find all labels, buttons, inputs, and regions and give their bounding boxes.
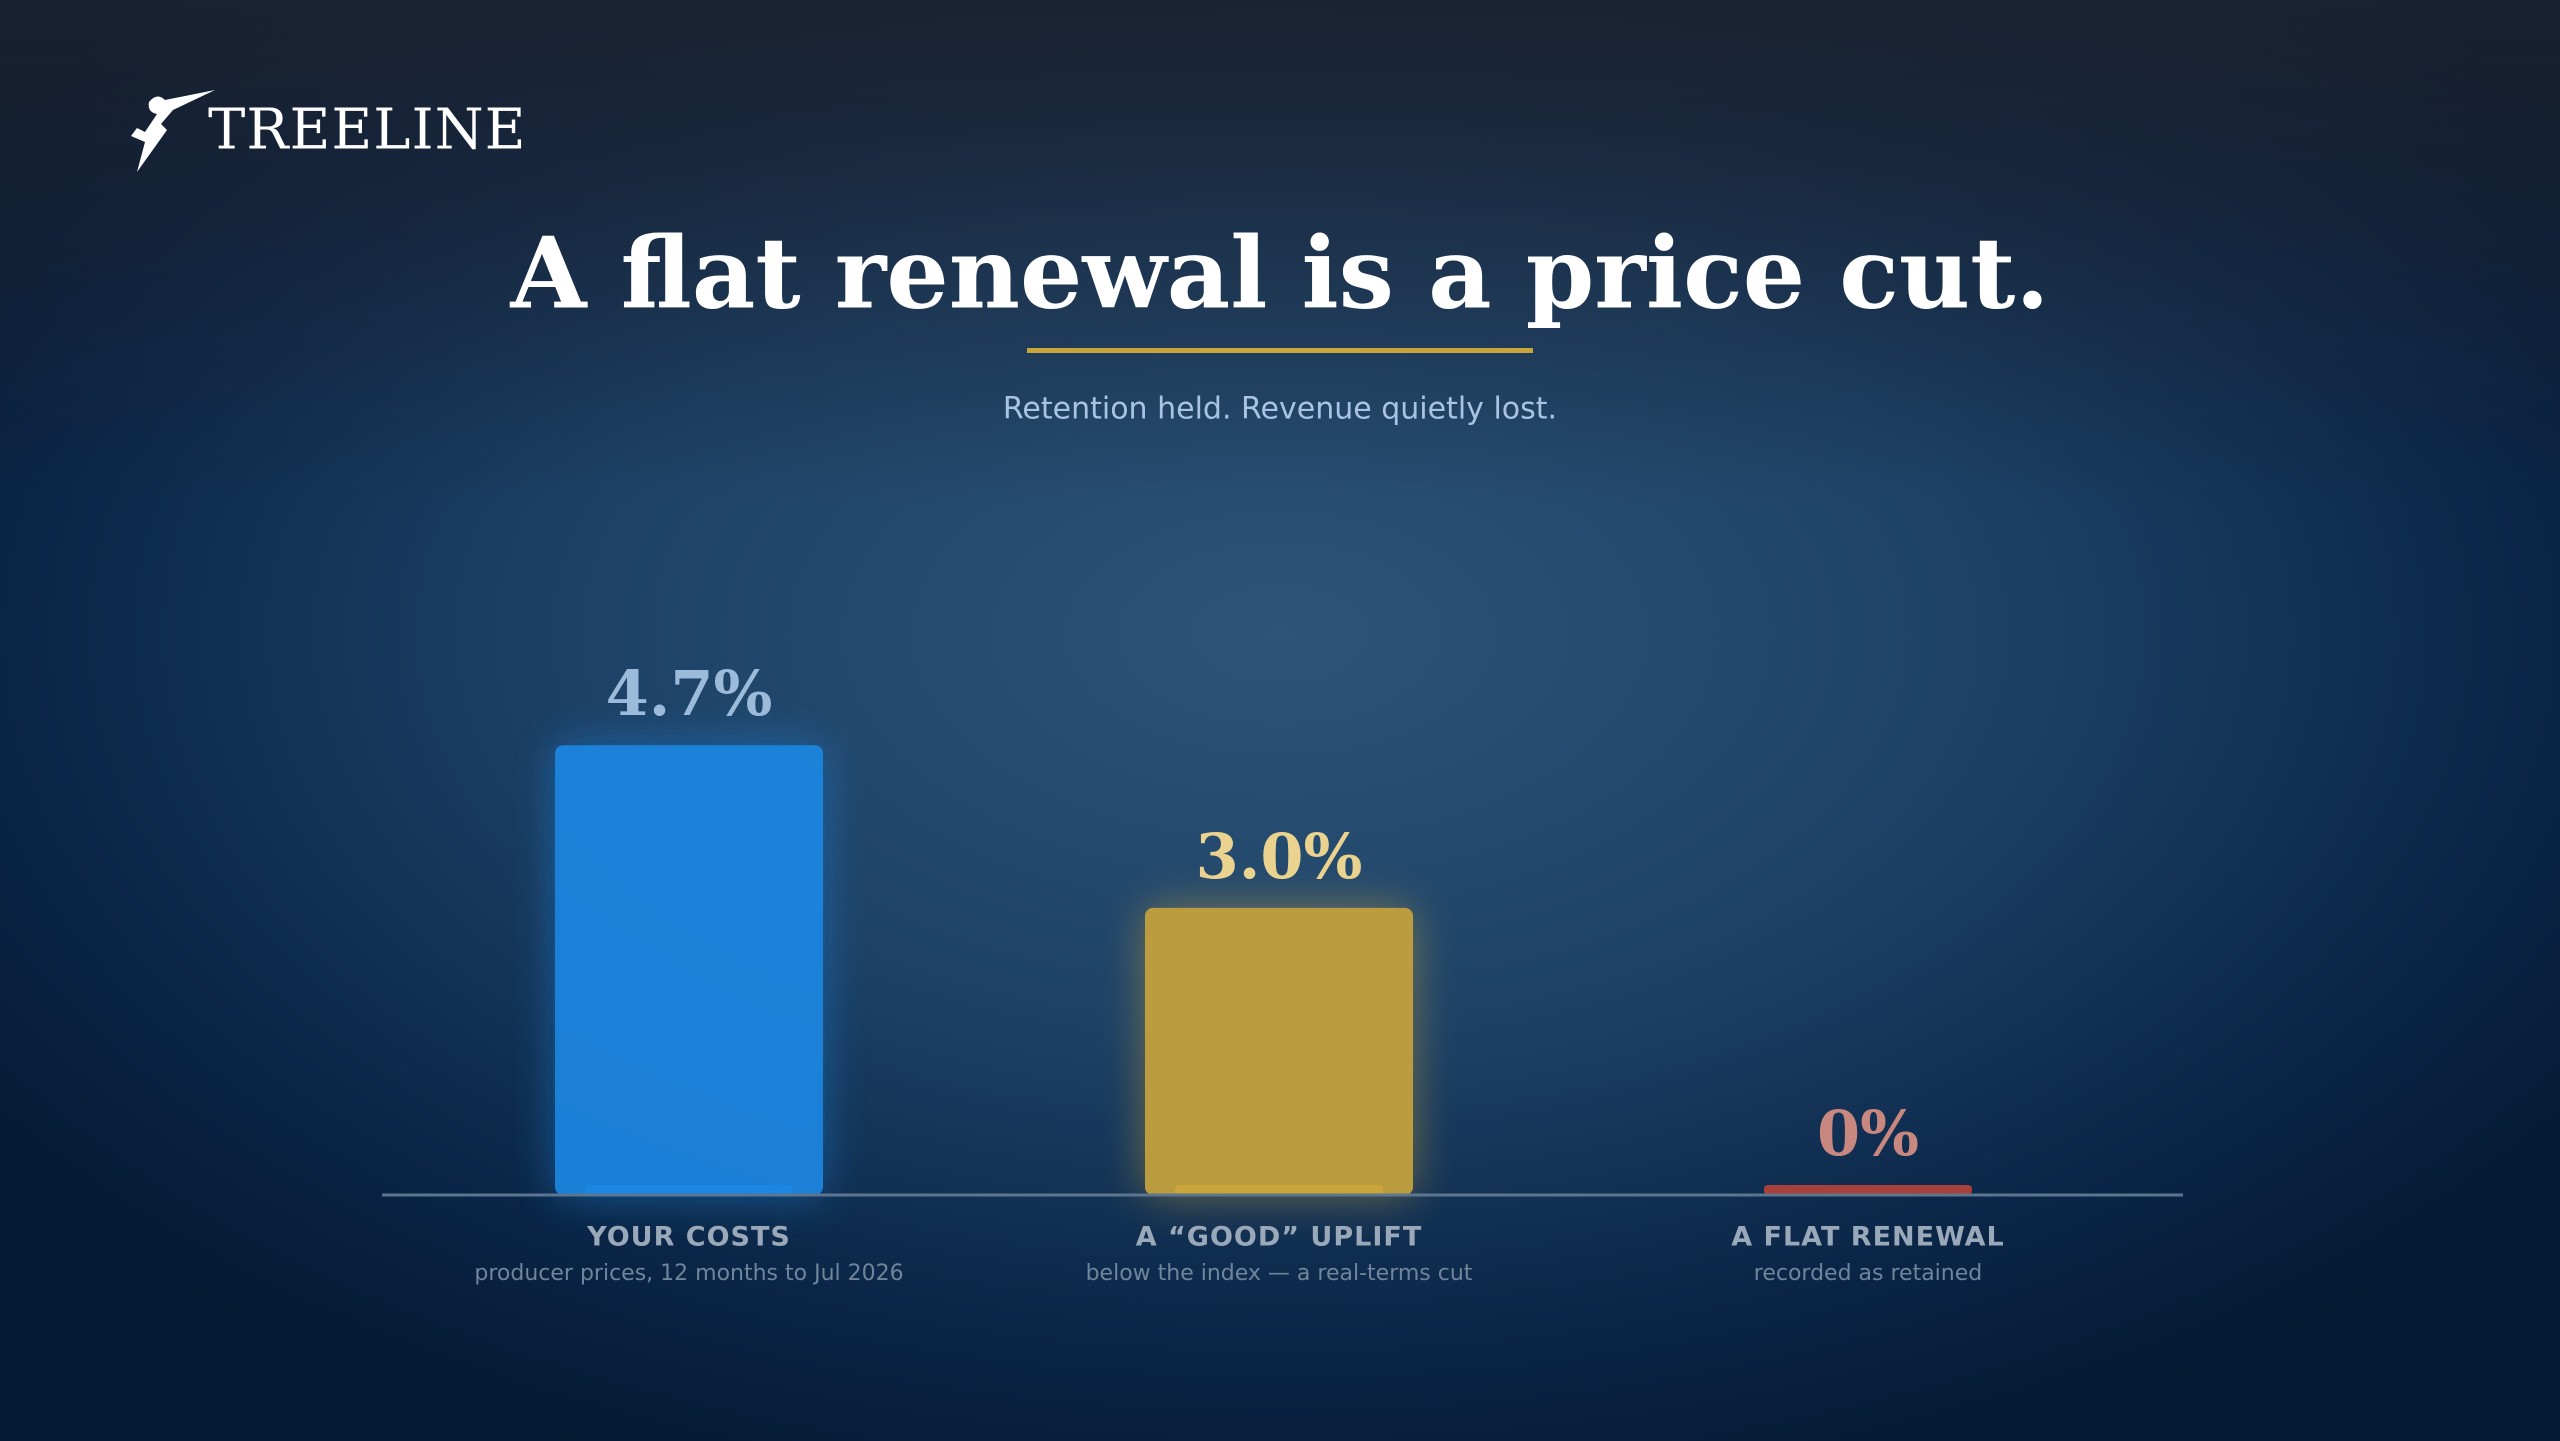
category-note: producer prices, 12 months to Jul 2026 <box>474 1261 903 1286</box>
chart-title: A flat renewal is a price cut. <box>509 216 2049 331</box>
category-note: below the index — a real-terms cut <box>1086 1261 1473 1286</box>
category-note: recorded as retained <box>1754 1261 1982 1286</box>
chart-subtitle: Retention held. Revenue quietly lost. <box>1003 392 1557 427</box>
logo-icon <box>131 90 215 172</box>
value-label: 4.7% <box>606 657 773 730</box>
category-label: A FLAT RENEWAL <box>1731 1222 2005 1253</box>
category-label: A “GOOD” UPLIFT <box>1136 1222 1423 1253</box>
value-label: 0% <box>1817 1097 1919 1170</box>
bar <box>555 745 823 1195</box>
plot: 4.7% YOUR COSTS producer prices, 12 months… <box>474 657 2005 1286</box>
bar <box>1145 907 1413 1195</box>
brand-name: TREELINE <box>208 98 526 163</box>
title-underline <box>1027 348 1533 353</box>
value-label: 3.0% <box>1196 820 1363 893</box>
logo: TREELINE <box>131 90 526 172</box>
bar-base <box>1764 1185 1972 1195</box>
category-label: YOUR COSTS <box>586 1222 791 1253</box>
